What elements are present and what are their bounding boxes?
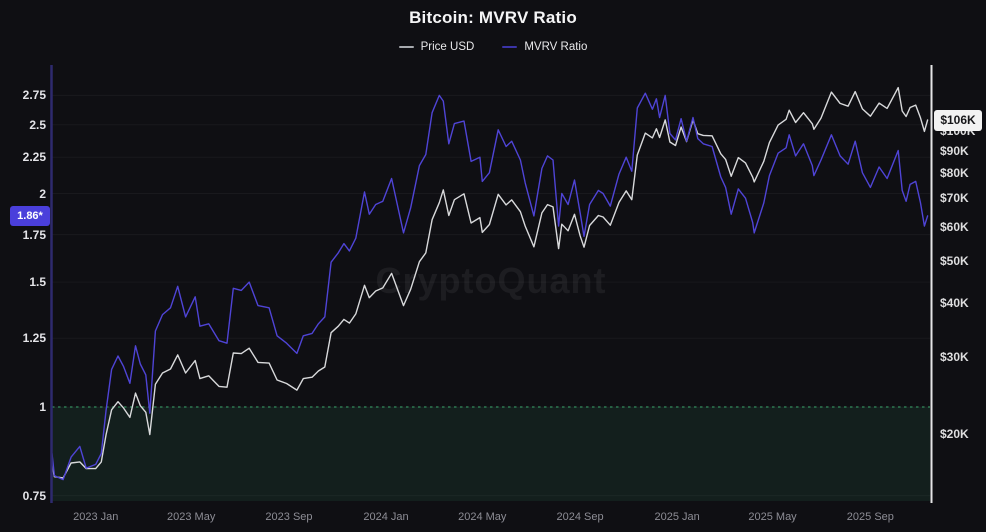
- right-axis-tick: $70K: [940, 191, 969, 206]
- x-axis-tick: 2024 May: [458, 511, 507, 523]
- left-axis-tick: 2.75: [22, 88, 46, 103]
- right-axis-tick: $20K: [940, 426, 969, 441]
- legend-item-mvrv-ratio[interactable]: MVRV Ratio: [502, 41, 587, 53]
- x-axis-tick: 2025 Sep: [846, 511, 894, 523]
- x-axis-tick: 2023 Sep: [265, 511, 313, 523]
- undervaluation-zone: [52, 407, 930, 501]
- x-axis-tick: 2024 Sep: [556, 511, 604, 523]
- right-axis-tick: $50K: [940, 254, 969, 269]
- x-axis-tick: 2025 May: [748, 511, 797, 523]
- legend-mvrv-label: MVRV Ratio: [524, 41, 588, 53]
- x-axis-tick: 2025 Jan: [654, 511, 700, 523]
- left-axis-tick: 1: [39, 400, 46, 414]
- price-line-swatch-icon: [398, 46, 414, 48]
- left-axis-tick: 2.25: [22, 150, 46, 165]
- price-usd-line: [51, 86, 929, 479]
- right-axis-tick: $30K: [940, 350, 969, 365]
- price-current-value-badge: $106K: [934, 109, 982, 131]
- right-axis-tick: $40K: [940, 296, 969, 311]
- legend-price-label: Price USD: [420, 41, 475, 53]
- right-axis-tick: $60K: [940, 220, 969, 235]
- chart-title: Bitcoin: MVRV Ratio: [409, 8, 577, 27]
- left-axis-tick: 2.5: [29, 117, 46, 132]
- left-axis-tick: 1.25: [22, 331, 46, 346]
- left-axis-tick: 2: [39, 186, 46, 201]
- legend-item-price-usd[interactable]: Price USD: [398, 41, 475, 53]
- left-axis-tick: 0.75: [22, 488, 46, 503]
- x-axis-tick: 2023 Jan: [73, 511, 119, 523]
- chart-legend: Price USD MVRV Ratio: [0, 41, 986, 53]
- mvrv-current-value-badge: 1.86*: [10, 205, 50, 226]
- right-axis-tick: $80K: [940, 165, 969, 180]
- right-axis-tick: $90K: [940, 143, 969, 158]
- mvrv-line-swatch-icon: [502, 46, 518, 48]
- mvrv-ratio-line: [51, 92, 929, 481]
- left-axis-tick: 1.5: [29, 275, 46, 290]
- x-axis-tick: 2024 Jan: [363, 511, 409, 523]
- x-axis-tick: 2023 May: [167, 511, 216, 523]
- left-axis-tick: 1.75: [22, 227, 46, 242]
